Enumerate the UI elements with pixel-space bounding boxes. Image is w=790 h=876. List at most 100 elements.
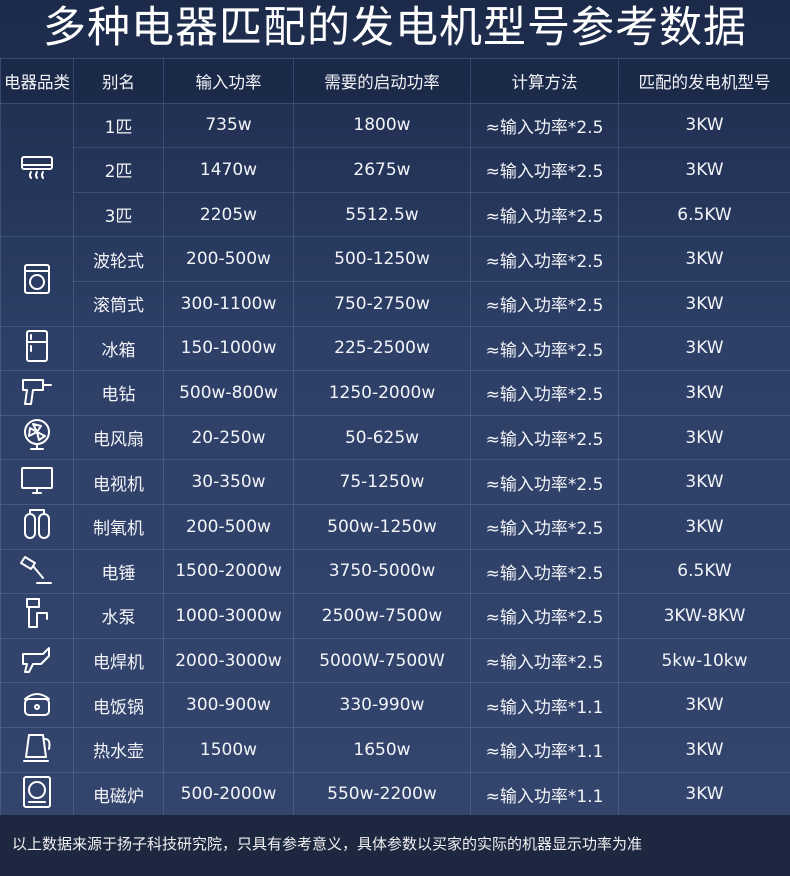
method-cell: ≈输入功率*2.5 <box>470 325 619 372</box>
method-cell: ≈输入功率*2.5 <box>470 593 619 639</box>
table-row: 滚筒式 300-1100w 750-2750w ≈输入功率*2.5 3KW <box>1 280 790 327</box>
category-cell <box>0 414 74 461</box>
start-power-cell: 1250-2000w <box>293 370 471 416</box>
category-cell <box>0 236 74 327</box>
alias-cell: 1匹 <box>73 102 164 149</box>
start-power-cell: 330-990w <box>293 682 471 728</box>
electric-hammer-icon <box>20 555 52 584</box>
category-cell <box>0 459 74 505</box>
start-power-cell: 500w-1250w <box>293 503 471 550</box>
table-row: 电锤 1500-2000w 3750-5000w ≈输入功率*2.5 6.5KW <box>0 548 790 595</box>
table-row: 3匹 2205w 5512.5w ≈输入功率*2.5 6.5KW <box>1 191 790 238</box>
generator-cell: 3KW <box>618 459 790 505</box>
input-power-cell: 300-900w <box>163 682 294 728</box>
induction-cooker-icon <box>23 775 51 808</box>
page-title: 多种电器匹配的发电机型号参考数据 <box>43 3 747 53</box>
generator-cell: 3KW <box>618 280 790 327</box>
method-cell: ≈输入功率*2.5 <box>470 637 619 684</box>
input-power-cell: 735w <box>163 102 294 149</box>
input-power-cell: 150-1000w <box>163 325 294 372</box>
category-cell <box>0 637 74 684</box>
input-power-cell: 500w-800w <box>163 370 294 416</box>
method-cell: ≈输入功率*1.1 <box>470 726 619 773</box>
category-cell <box>0 726 74 773</box>
category-cell <box>0 325 74 372</box>
header-alias: 别名 <box>73 58 164 104</box>
table-row: 电磁炉 500-2000w 550w-2200w ≈输入功率*1.1 3KW <box>0 771 790 818</box>
input-power-cell: 200-500w <box>163 236 294 282</box>
generator-cell: 3KW-8KW <box>618 593 790 639</box>
generator-table: 电器品类 别名 输入功率 需要的启动功率 计算方法 匹配的发电机型号 1匹 735… <box>0 58 790 818</box>
alias-cell: 波轮式 <box>73 236 164 282</box>
category-cell <box>0 548 74 595</box>
generator-cell: 6.5KW <box>618 191 790 238</box>
generator-cell: 3KW <box>618 771 790 818</box>
method-cell: ≈输入功率*2.5 <box>470 236 619 282</box>
method-cell: ≈输入功率*2.5 <box>470 191 619 238</box>
method-cell: ≈输入功率*2.5 <box>470 503 619 550</box>
start-power-cell: 225-2500w <box>293 325 471 372</box>
refrigerator-icon <box>26 329 48 362</box>
start-power-cell: 75-1250w <box>293 459 471 505</box>
input-power-cell: 1470w <box>163 147 294 193</box>
category-cell <box>0 102 74 238</box>
alias-cell: 电视机 <box>73 459 164 505</box>
table-row: 波轮式 200-500w 500-1250w ≈输入功率*2.5 3KW <box>0 236 790 327</box>
alias-cell: 电饭锅 <box>73 682 164 728</box>
header-start-power: 需要的启动功率 <box>293 58 471 104</box>
input-power-cell: 30-350w <box>163 459 294 505</box>
generator-cell: 6.5KW <box>618 548 790 595</box>
alias-cell: 电钻 <box>73 370 164 416</box>
alias-cell: 冰箱 <box>73 325 164 372</box>
alias-cell: 电风扇 <box>73 414 164 461</box>
category-cell <box>0 503 74 550</box>
start-power-cell: 5000W-7500W <box>293 637 471 684</box>
start-power-cell: 5512.5w <box>293 191 471 238</box>
generator-cell: 3KW <box>618 503 790 550</box>
header-row: 电器品类 别名 输入功率 需要的启动功率 计算方法 匹配的发电机型号 <box>0 58 790 104</box>
category-cell <box>0 593 74 639</box>
generator-cell: 3KW <box>618 414 790 461</box>
alias-cell: 热水壶 <box>73 726 164 773</box>
method-cell: ≈输入功率*2.5 <box>470 459 619 505</box>
table-row: 制氧机 200-500w 500w-1250w ≈输入功率*2.5 3KW <box>0 503 790 550</box>
table-row: 电视机 30-350w 75-1250w ≈输入功率*2.5 3KW <box>0 459 790 505</box>
table-row: 电焊机 2000-3000w 5000W-7500W ≈输入功率*2.5 5kw-10k… <box>0 637 790 684</box>
input-power-cell: 20-250w <box>163 414 294 461</box>
alias-cell: 电锤 <box>73 548 164 595</box>
input-power-cell: 200-500w <box>163 503 294 550</box>
method-cell: ≈输入功率*2.5 <box>470 280 619 327</box>
footer-note: 以上数据来源于扬子科技研究院，只具有参考意义，具体参数以买家的实际的机器显示功率… <box>0 815 790 876</box>
method-cell: ≈输入功率*2.5 <box>470 370 619 416</box>
start-power-cell: 1650w <box>293 726 471 773</box>
table-row: 热水壶 1500w 1650w ≈输入功率*1.1 3KW <box>0 726 790 773</box>
alias-cell: 水泵 <box>73 593 164 639</box>
table-row: 电钻 500w-800w 1250-2000w ≈输入功率*2.5 3KW <box>0 370 790 416</box>
table-row: 1匹 735w 1800w ≈输入功率*2.5 3KW <box>0 102 790 238</box>
method-cell: ≈输入功率*1.1 <box>470 682 619 728</box>
start-power-cell: 750-2750w <box>293 280 471 327</box>
input-power-cell: 1500w <box>163 726 294 773</box>
start-power-cell: 550w-2200w <box>293 771 471 818</box>
alias-cell: 3匹 <box>73 191 164 238</box>
start-power-cell: 500-1250w <box>293 236 471 282</box>
electric-drill-icon <box>22 379 52 406</box>
generator-cell: 3KW <box>618 102 790 149</box>
table-row: 冰箱 150-1000w 225-2500w ≈输入功率*2.5 3KW <box>0 325 790 372</box>
input-power-cell: 2000-3000w <box>163 637 294 684</box>
electric-fan-icon <box>24 419 50 451</box>
start-power-cell: 2500w-7500w <box>293 593 471 639</box>
header-input-power: 输入功率 <box>163 58 294 104</box>
rice-cooker-icon <box>24 692 50 716</box>
generator-cell: 5kw-10kw <box>618 637 790 684</box>
air-conditioner-icon <box>21 156 53 180</box>
alias-cell: 电磁炉 <box>73 771 164 818</box>
header-generator: 匹配的发电机型号 <box>618 58 790 104</box>
start-power-cell: 1800w <box>293 102 471 149</box>
header-category: 电器品类 <box>0 58 74 104</box>
method-cell: ≈输入功率*1.1 <box>470 771 619 818</box>
washing-machine-icon <box>24 263 50 294</box>
input-power-cell: 1500-2000w <box>163 548 294 595</box>
input-power-cell: 2205w <box>163 191 294 238</box>
method-cell: ≈输入功率*2.5 <box>470 147 619 193</box>
